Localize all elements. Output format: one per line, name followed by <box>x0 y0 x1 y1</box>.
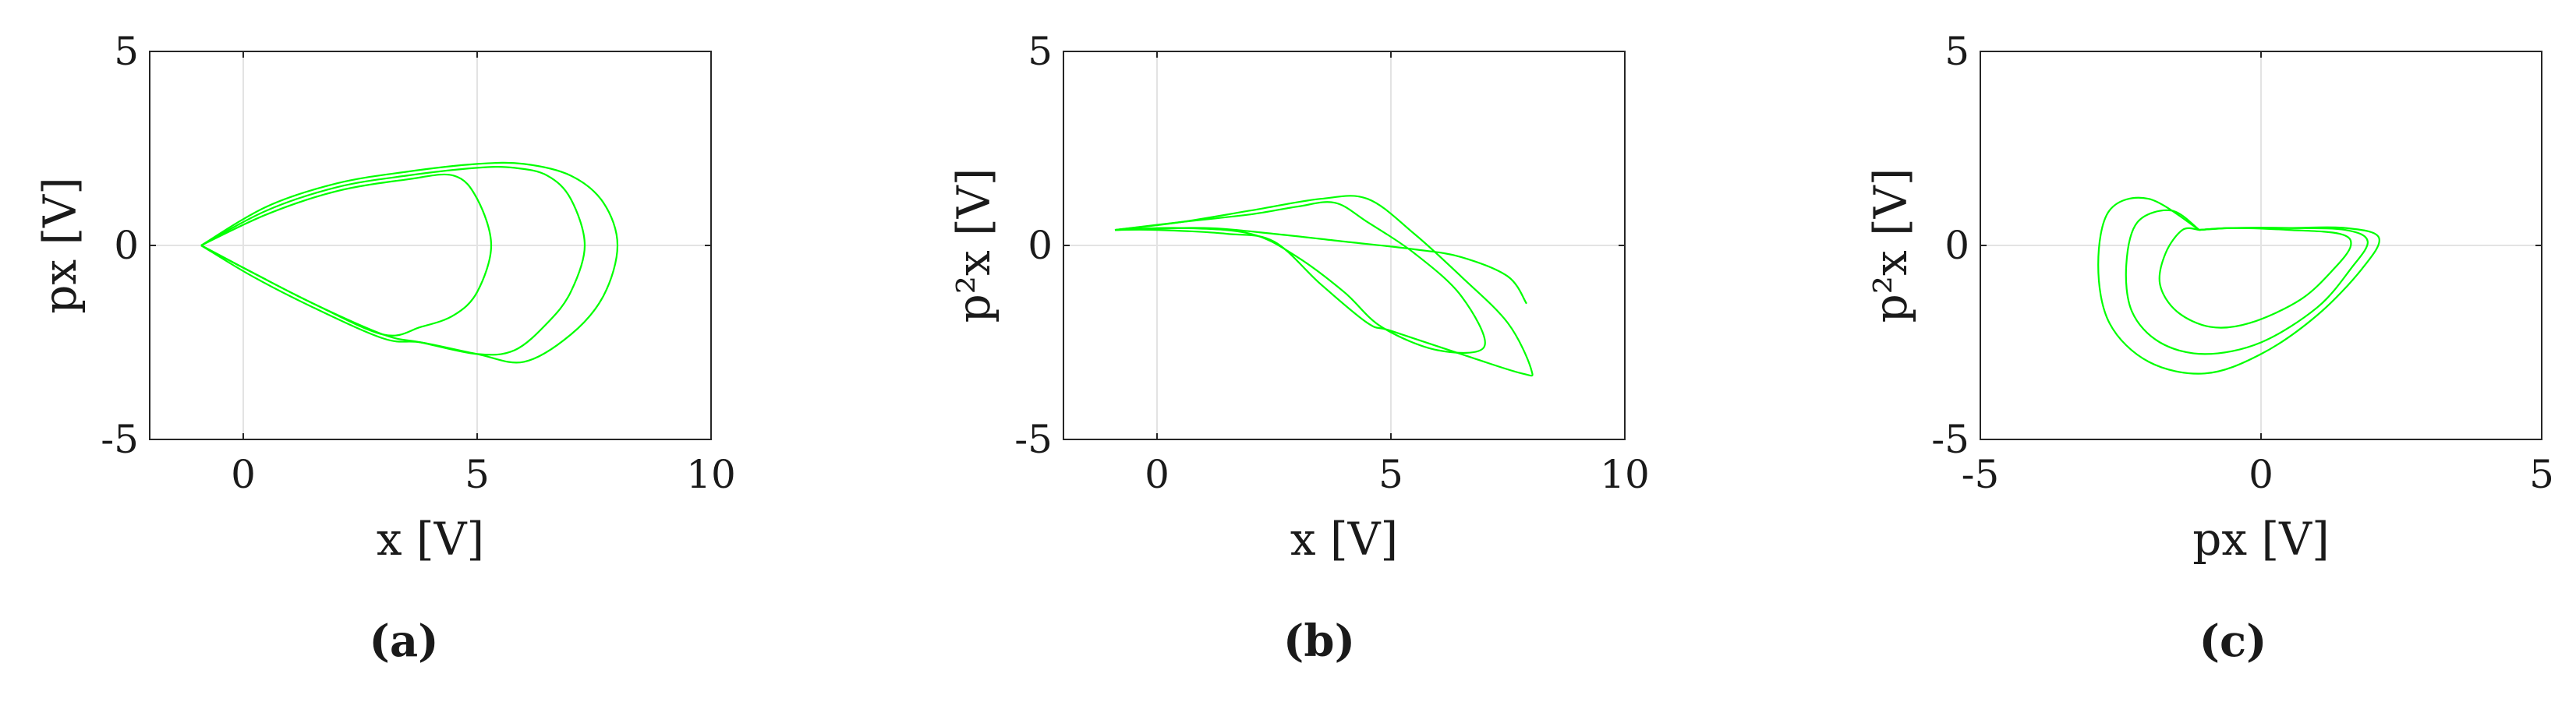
panel-b-xtick-label-0: 0 <box>1145 452 1169 497</box>
panel-b-xtick-label-1: 5 <box>1378 452 1403 497</box>
panel-a: 0 5 10 -5 0 5 x [V] px [V] <box>34 29 736 566</box>
panel-c-ytick-label-1: 0 <box>1944 223 1969 268</box>
panel-a-xtick-label-2: 10 <box>686 452 736 497</box>
panel-b-series-2 <box>1114 227 1527 305</box>
panel-b-ytick-label-0: -5 <box>1014 417 1053 462</box>
panel-b-series-1 <box>1114 201 1486 355</box>
panel-b-xtick-label-2: 10 <box>1600 452 1650 497</box>
panel-b-ylabel: p²x [V] <box>947 168 1000 323</box>
panel-b-xlabel: x [V] <box>1290 513 1398 566</box>
panel-c-xtick-label-1: 0 <box>2249 452 2273 497</box>
panel-c-xlabel: px [V] <box>2192 513 2329 566</box>
panel-a-ytick-label-0: -5 <box>101 417 139 462</box>
panel-a-series-2 <box>200 173 493 337</box>
panel-c-ytick-label-2: 5 <box>1944 29 1969 74</box>
panel-c-series-1 <box>2125 209 2369 355</box>
panel-c-xtick-label-0: -5 <box>1962 452 2000 497</box>
panel-b: 0 5 10 -5 0 5 x [V] p²x [V] <box>947 29 1650 566</box>
panel-a-ytick-label-1: 0 <box>114 223 139 268</box>
panel-b-caption: (b) <box>1283 616 1356 667</box>
panel-a-ylabel: px [V] <box>34 177 87 313</box>
panel-a-ytick-label-2: 5 <box>114 29 139 74</box>
panel-b-ytick-label-1: 0 <box>1028 223 1053 268</box>
panel-c-caption: (c) <box>2199 616 2267 667</box>
panel-a-xtick-label-1: 5 <box>465 452 490 497</box>
panel-a-series-1 <box>200 161 619 364</box>
panel-c-xtick-label-2: 5 <box>2529 452 2554 497</box>
panel-c-ylabel: p²x [V] <box>1864 168 1917 323</box>
panel-a-xtick-label-0: 0 <box>231 452 256 497</box>
panel-c-ytick-label-0: -5 <box>1931 417 1969 462</box>
panel-a-xlabel: x [V] <box>377 513 484 566</box>
panel-a-caption: (a) <box>369 616 439 667</box>
panel-a-series-0 <box>200 166 586 356</box>
panel-b-ytick-label-2: 5 <box>1028 29 1053 74</box>
panel-c-series-2 <box>2158 227 2352 329</box>
panel-c: -5 0 5 -5 0 5 px [V] p²x [V] <box>1864 29 2554 566</box>
panel-b-series-0 <box>1114 195 1534 377</box>
